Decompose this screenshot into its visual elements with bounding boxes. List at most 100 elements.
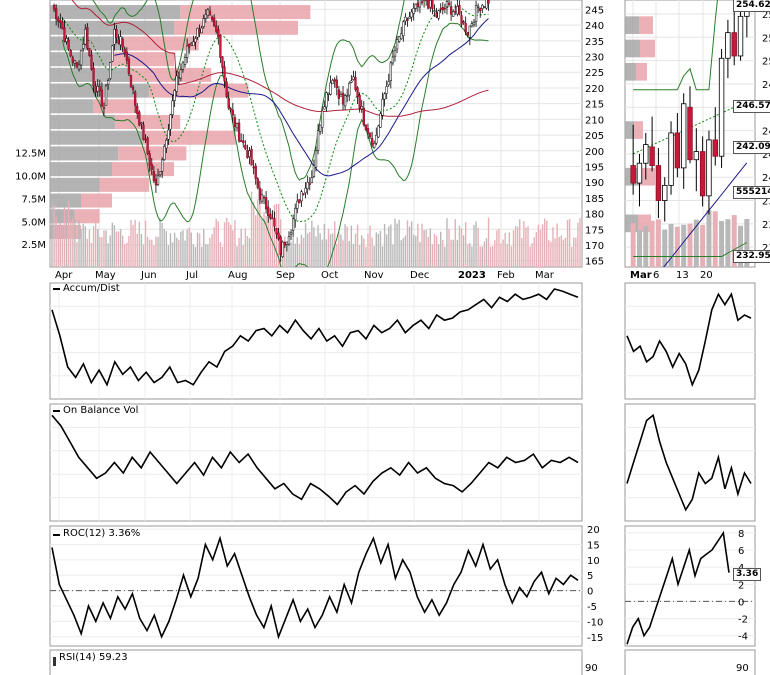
volume-bar bbox=[325, 239, 328, 267]
volume-bar bbox=[460, 228, 463, 267]
volume-bar bbox=[51, 200, 53, 267]
volume-bar bbox=[508, 232, 511, 267]
volume-bar bbox=[230, 224, 232, 267]
candle-body bbox=[402, 21, 405, 36]
volume-bar bbox=[144, 220, 147, 267]
candle-body bbox=[258, 187, 262, 200]
volume-bar bbox=[146, 236, 149, 267]
volume-bar bbox=[196, 232, 199, 267]
candle-body bbox=[204, 14, 207, 19]
mini-candle-body bbox=[636, 162, 643, 184]
candle-body bbox=[389, 62, 392, 81]
volume-bar bbox=[70, 220, 72, 267]
candle-body bbox=[131, 86, 135, 90]
candle-body bbox=[55, 8, 58, 20]
candle-body bbox=[121, 38, 124, 48]
volume-bar bbox=[431, 244, 434, 267]
candle-body bbox=[77, 64, 81, 70]
mini-roc-line bbox=[626, 530, 730, 645]
volume-bar bbox=[500, 243, 502, 267]
volume-bar bbox=[161, 223, 163, 267]
candle-body bbox=[472, 22, 476, 26]
roc-gridlines bbox=[50, 528, 582, 638]
volume-bar bbox=[59, 222, 62, 267]
volume-tick-label: 5.0M bbox=[21, 217, 46, 228]
volume-bar bbox=[356, 224, 359, 267]
candle-body bbox=[88, 48, 91, 57]
vbp-down-segment bbox=[143, 130, 236, 145]
candle-body bbox=[481, 4, 484, 9]
candle-body bbox=[314, 150, 318, 168]
candle-body bbox=[279, 236, 282, 255]
volume-bar bbox=[467, 244, 469, 267]
volume-bar bbox=[344, 224, 346, 267]
candle-body bbox=[337, 89, 341, 99]
volume-tick-label: 12.5M bbox=[15, 149, 46, 160]
volume-bar bbox=[371, 237, 373, 267]
candle-body bbox=[219, 34, 222, 58]
candle-body bbox=[177, 77, 180, 79]
volume-bar bbox=[558, 236, 560, 267]
volume-bar bbox=[548, 240, 550, 267]
volume-bar bbox=[350, 225, 353, 267]
volume-bar bbox=[90, 243, 93, 267]
candle-body bbox=[106, 80, 110, 85]
mini-candle-body bbox=[655, 165, 662, 201]
candle-body bbox=[119, 36, 122, 46]
volume-bar bbox=[157, 236, 159, 267]
price-tick-label: 190 bbox=[585, 178, 604, 189]
mini-roc-tick-label: 0 bbox=[738, 597, 744, 608]
volume-bar bbox=[63, 207, 66, 267]
candle-body bbox=[133, 91, 137, 106]
candle-body bbox=[127, 58, 131, 74]
candle-body bbox=[146, 137, 149, 154]
volume-bar bbox=[84, 226, 86, 267]
volume-bar bbox=[140, 233, 143, 267]
volume-bar bbox=[579, 218, 581, 267]
volume-bar bbox=[464, 222, 467, 267]
volume-bar bbox=[543, 218, 546, 267]
volume-bar bbox=[408, 226, 411, 267]
month-tick-label: Apr bbox=[55, 270, 73, 281]
vbp-up-segment bbox=[50, 193, 81, 208]
volume-bar bbox=[246, 236, 249, 267]
candle-body bbox=[235, 123, 239, 129]
volume-bar bbox=[404, 235, 407, 267]
volume-bar bbox=[248, 238, 251, 267]
candle-body bbox=[358, 95, 361, 109]
accum-dist-title: Accum/Dist bbox=[63, 283, 120, 294]
volume-bar bbox=[331, 233, 334, 267]
candle-body bbox=[227, 98, 230, 109]
candle-body bbox=[264, 197, 268, 210]
volume-bar bbox=[74, 219, 76, 267]
mini-vbp-up bbox=[625, 121, 634, 139]
volume-bar bbox=[479, 246, 481, 267]
volume-bar bbox=[234, 220, 236, 267]
candle-body bbox=[148, 153, 151, 166]
candle-body bbox=[377, 125, 380, 138]
volume-bar bbox=[385, 234, 388, 267]
volume-bar bbox=[273, 204, 276, 267]
volume-bar bbox=[327, 228, 330, 267]
roc-tick-label: -5 bbox=[587, 602, 597, 613]
volume-bar bbox=[527, 226, 529, 267]
mini-volume-bar bbox=[681, 224, 687, 267]
volume-bar bbox=[319, 233, 321, 267]
mini-vbp-down bbox=[640, 167, 655, 186]
candle-body bbox=[395, 39, 399, 50]
volume-bar bbox=[213, 227, 215, 267]
volume-bar bbox=[510, 246, 513, 267]
volume-bar bbox=[568, 219, 571, 267]
candle-body bbox=[100, 89, 104, 107]
candle-body bbox=[223, 66, 226, 82]
mini-vbp-down bbox=[634, 121, 643, 139]
candle-body bbox=[285, 241, 289, 245]
candle-body bbox=[242, 140, 245, 144]
volume-bar bbox=[215, 218, 217, 267]
volume-bar bbox=[475, 221, 477, 267]
volume-bar bbox=[250, 191, 253, 267]
mini-price-tick-label: 250 bbox=[762, 57, 770, 68]
mini-vbp-up bbox=[625, 16, 639, 34]
price-candles bbox=[52, 0, 490, 262]
mini-volume-bar bbox=[725, 219, 731, 267]
